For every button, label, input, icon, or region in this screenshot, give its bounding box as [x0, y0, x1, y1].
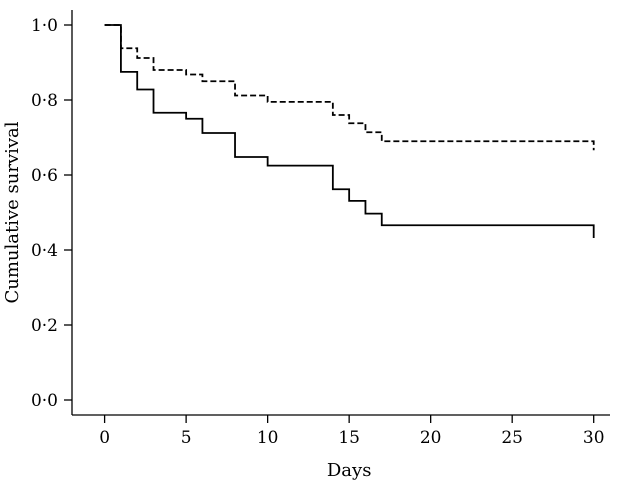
x-tick-label: 5 [181, 428, 192, 448]
x-tick-label: 25 [501, 428, 523, 448]
series-solid-line [104, 24, 595, 238]
y-tick-label: 0·4 [31, 241, 58, 261]
x-tick-label: 10 [257, 428, 279, 448]
x-axis: 0 5 10 15 20 25 30 [72, 414, 610, 448]
x-axis-title: Days [327, 460, 372, 481]
y-tick-label: 0·2 [31, 316, 58, 336]
x-tick-label: 0 [99, 428, 110, 448]
series-dashed-line [104, 24, 595, 151]
y-tick-label: 1·0 [31, 16, 58, 36]
y-axis: 0·0 0·2 0·4 0·6 0·8 1·0 [31, 10, 73, 415]
series-layer [104, 24, 595, 238]
x-tick-label: 20 [420, 428, 442, 448]
y-tick-label: 0·8 [31, 91, 58, 111]
y-axis-title: Cumulative survival [2, 121, 23, 303]
y-tick-label: 0·0 [31, 391, 58, 411]
y-tick-label: 0·6 [31, 166, 58, 186]
x-tick-label: 30 [583, 428, 605, 448]
x-tick-label: 15 [338, 428, 360, 448]
